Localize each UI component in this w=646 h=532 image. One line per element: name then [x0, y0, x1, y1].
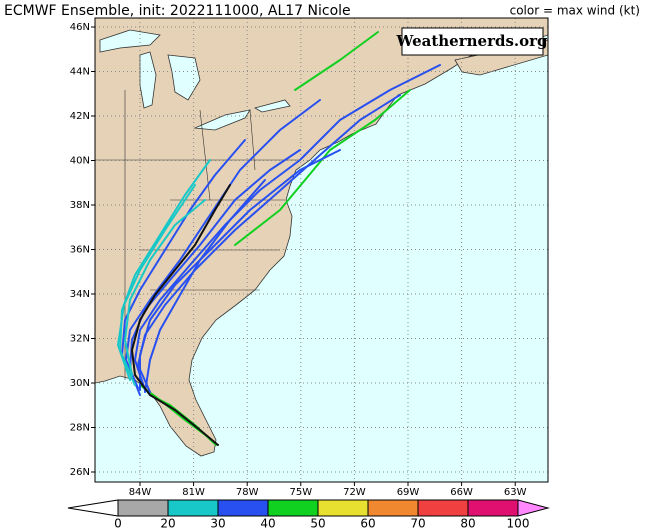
- colorbar-segment: [367, 499, 419, 517]
- axes: 46N 44N 42N 40N 38N 36N 34N 32N 30N 28N 26N 84W 81W 7…: [70, 22, 527, 498]
- lon-label: 78W: [236, 487, 259, 498]
- lon-label: 66W: [450, 487, 473, 498]
- colorbar-label: 0: [114, 517, 122, 531]
- lat-label: 36N: [70, 245, 90, 256]
- colorbar-segment: [317, 499, 369, 517]
- lat-label: 26N: [70, 467, 90, 478]
- lat-label: 40N: [70, 156, 90, 167]
- title: ECMWF Ensemble, init: 2022111000, AL17 N…: [4, 3, 351, 19]
- map: [95, 18, 548, 482]
- colorbar-label: 30: [210, 517, 225, 531]
- lat-label: 32N: [70, 334, 90, 345]
- lat-label: 38N: [70, 200, 90, 211]
- watermark: Weathernerds.org: [395, 32, 548, 50]
- colorbar-label: 50: [310, 517, 325, 531]
- lat-label: 34N: [70, 289, 90, 300]
- legend-note: color = max wind (kt): [510, 4, 640, 18]
- watermark-box: [401, 27, 544, 56]
- colorbar-segment: [467, 499, 519, 517]
- lat-label: 28N: [70, 423, 90, 434]
- colorbar-segment: [267, 499, 319, 517]
- lon-label: 75W: [289, 487, 312, 498]
- lat-label: 30N: [70, 378, 90, 389]
- grid: [95, 18, 548, 482]
- lat-label: 44N: [70, 67, 90, 78]
- colorbar-segment: [117, 499, 169, 517]
- lon-label: 84W: [129, 487, 152, 498]
- colorbar-label: 70: [410, 517, 425, 531]
- colorbar-segment: [167, 499, 219, 517]
- colorbar-segment: [217, 499, 269, 517]
- colorbar-label: 20: [160, 517, 175, 531]
- lon-label: 72W: [343, 487, 366, 498]
- colorbar: 0 20 30 40 50 60 70 80 100: [67, 499, 550, 531]
- lat-label: 46N: [70, 22, 90, 33]
- colorbar-end: [517, 499, 550, 517]
- colorbar-label: 100: [507, 517, 530, 531]
- colorbar-label: 60: [360, 517, 375, 531]
- lat-label: 42N: [70, 111, 90, 122]
- colorbar-segment: [417, 499, 469, 517]
- lon-label: 81W: [182, 487, 205, 498]
- lon-label: 63W: [504, 487, 527, 498]
- colorbar-label: 80: [460, 517, 475, 531]
- tracks: [117, 31, 441, 446]
- lon-label: 69W: [397, 487, 420, 498]
- colorbar-label: 40: [260, 517, 275, 531]
- colorbar-end: [67, 499, 119, 517]
